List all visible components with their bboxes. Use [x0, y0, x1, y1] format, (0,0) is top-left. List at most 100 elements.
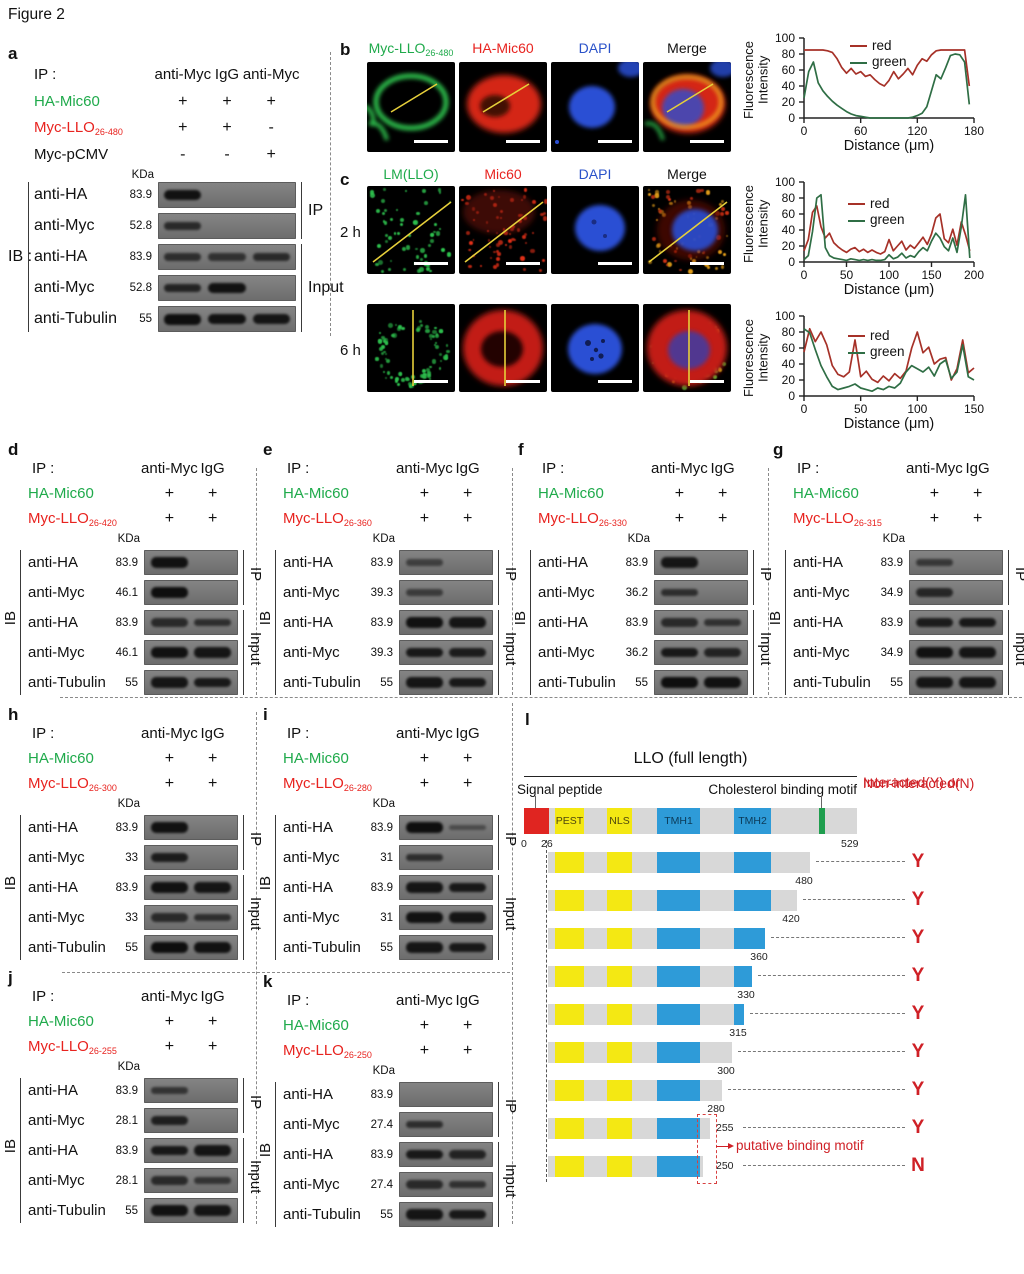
fluorescence-speckle [377, 339, 382, 344]
antibody-label: anti-Myc [28, 1112, 85, 1129]
blot-strip [144, 550, 238, 575]
kda-value: 33 [125, 912, 138, 924]
kda-value: 31 [380, 852, 393, 864]
antibody-label: anti-HA [538, 614, 589, 631]
fluorescence-speckle [524, 241, 527, 244]
antibody-label: anti-Myc [28, 644, 85, 661]
construct-domain-segment [607, 1004, 632, 1025]
micro-image-lm-llo-2h [367, 186, 455, 274]
condition-value: + [674, 510, 685, 527]
blot-strip [654, 580, 748, 605]
kda-value: 83.9 [115, 1085, 138, 1097]
separator-vertical [256, 468, 257, 695]
construct-domain-segment [607, 852, 632, 873]
group-ip-label: IP [247, 1094, 264, 1109]
fluorescence-speckle [380, 269, 384, 273]
fluorescence-speckle [662, 213, 667, 217]
fluorescence-speckle [717, 249, 723, 255]
ip-column-header: anti-Myc [242, 66, 300, 83]
fluorescence-speckle [385, 376, 388, 380]
fluorescence-speckle [434, 326, 437, 329]
protein-band [405, 853, 444, 862]
fluorescence-speckle [381, 345, 386, 349]
protein-band [405, 617, 444, 628]
fluorescence-speckle [705, 372, 710, 377]
condition-value: + [222, 93, 232, 110]
blot-strip [158, 182, 296, 208]
kda-value: 36.2 [625, 587, 648, 599]
ip-column-header: IgG [200, 460, 225, 477]
blot-strip [399, 1202, 493, 1227]
construct-domain-segment [734, 852, 771, 873]
micro-column-label: LM(LLO) [383, 166, 439, 182]
fluorescence-speckle [669, 201, 673, 206]
fluorescence-speckle [673, 375, 677, 379]
signal-peptide-domain [524, 808, 549, 834]
ip-group-bracket [243, 815, 244, 870]
protein-band [448, 825, 487, 830]
construct-domain-segment [657, 1042, 700, 1063]
antibody-label: anti-Myc [28, 909, 85, 926]
protein-band [208, 313, 246, 325]
ib-label: IB [512, 610, 529, 625]
fluorescence-speckle [696, 188, 701, 194]
antibody-label: anti-Tubulin [28, 674, 106, 691]
fluorescence-speckle [375, 357, 379, 361]
blot-strip [144, 1168, 238, 1193]
ip-group-bracket [1008, 550, 1009, 605]
protein-band [405, 647, 444, 658]
protein-band [405, 1180, 444, 1189]
fluorescence-speckle [650, 345, 654, 349]
protein-band [405, 822, 444, 833]
fluorescence-speckle [446, 252, 452, 257]
fluorescence-speckle [383, 188, 386, 191]
kda-value: 28.1 [115, 1115, 138, 1127]
fluorescence-speckle [429, 238, 434, 243]
antibody-label: anti-Myc [538, 584, 595, 601]
fluorescence-speckle [465, 231, 470, 236]
micro-column-label: DAPI [578, 166, 612, 182]
fluorescence-speckle [435, 341, 438, 344]
chart-plot: 0 20 40 60 80 100 0 60 120 180 [775, 31, 984, 138]
scale-bar [414, 140, 448, 143]
micro-image-merge-2h [643, 186, 731, 274]
fluorescence-speckle [502, 228, 505, 231]
construct-range-subscript: 26-480 [94, 127, 123, 137]
fluorescence-speckle [420, 248, 425, 254]
group-ip-label: IP [502, 566, 519, 581]
construct-domain-segment [555, 928, 584, 949]
protein-band [150, 1115, 189, 1126]
fluorescence-speckle [480, 264, 483, 267]
fluorescence-speckle [648, 188, 651, 191]
fluorescence-chart: Fluorescence Intensity 0 20 40 60 80 100 0 60 120… [740, 28, 1024, 164]
panel-label-e: e [263, 440, 273, 459]
kda-value: 83.9 [625, 617, 648, 629]
blot-strip [399, 935, 493, 960]
signal-peptide-label: Signal peptide [517, 782, 603, 797]
condition-name: Myc-LLO26-255 [28, 1038, 117, 1056]
fluorescence-speckle [429, 378, 431, 381]
legend-label: green [870, 212, 905, 228]
domain-NLS: NLS [607, 808, 632, 834]
protein-band [915, 588, 954, 597]
legend-item: green [848, 212, 905, 228]
blot-strip [909, 580, 1003, 605]
protein-band [193, 677, 232, 688]
chart-y-axis-label: Fluorescence Intensity [741, 318, 771, 398]
svg-text:80: 80 [782, 191, 796, 205]
blot-strip [399, 580, 493, 605]
fluorescence-speckle [654, 193, 660, 198]
llo-construct-bar [548, 1118, 710, 1139]
fluorescence-speckle [445, 349, 450, 354]
scale-bar [598, 140, 632, 143]
fluorescence-speckle [379, 364, 384, 368]
antibody-label: anti-HA [283, 1086, 334, 1103]
protein-band [448, 617, 487, 628]
svg-text:100: 100 [907, 402, 927, 416]
condition-value: + [207, 750, 218, 767]
construct-end-number: 280 [707, 1103, 725, 1115]
fluorescence-speckle [651, 194, 656, 199]
fluorescence-speckle [378, 347, 383, 352]
llo-construct-bar [548, 966, 752, 987]
micro-row-label: 2 h [340, 224, 361, 241]
